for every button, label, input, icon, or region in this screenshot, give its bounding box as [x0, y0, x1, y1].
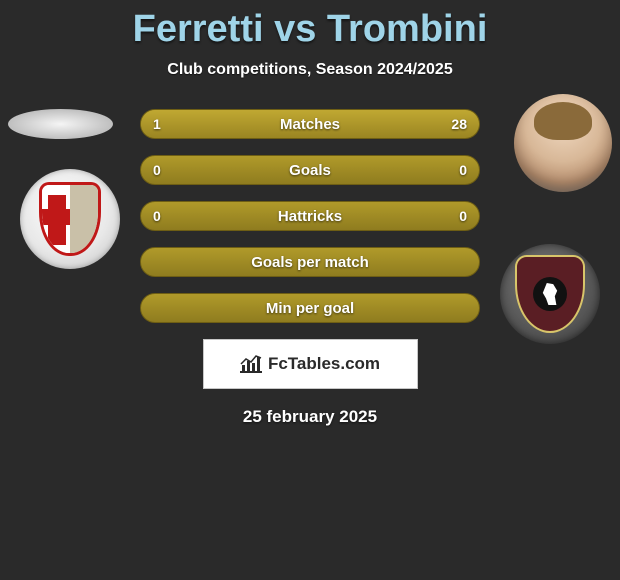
club-right-crest-horse: [533, 277, 567, 311]
stat-value-left: 0: [153, 156, 161, 184]
club-left-crest-cross: [48, 195, 66, 245]
stat-bar-label: Goals: [141, 156, 479, 184]
stat-bars: Matches128Goals00Hattricks00Goals per ma…: [140, 109, 480, 323]
stat-bar-label: Matches: [141, 110, 479, 138]
page-title: Ferretti vs Trombini: [0, 0, 620, 51]
date-text: 25 february 2025: [0, 407, 620, 427]
player-left-avatar: [8, 109, 113, 139]
stat-value-left: 0: [153, 202, 161, 230]
watermark-text: FcTables.com: [268, 354, 380, 374]
stat-bar-label: Min per goal: [141, 294, 479, 322]
club-left-crest-shield: [39, 182, 101, 256]
watermark: FcTables.com: [203, 339, 418, 389]
page-subtitle: Club competitions, Season 2024/2025: [0, 61, 620, 79]
stat-bar-label: Goals per match: [141, 248, 479, 276]
stat-bar: Matches1 28: [140, 109, 480, 139]
chart-icon: [240, 355, 262, 373]
club-left-crest: [20, 169, 120, 269]
stat-bar-label: Hattricks: [141, 202, 479, 230]
stat-bar: Hattricks0 0: [140, 201, 480, 231]
club-right-crest: [500, 244, 600, 344]
club-right-crest-shield: [515, 255, 585, 333]
stat-value-right: 0: [459, 156, 467, 184]
stat-value-right: 0: [459, 202, 467, 230]
stat-bar: Min per goal: [140, 293, 480, 323]
player-right-avatar: [514, 94, 612, 192]
stat-bar: Goals0 0: [140, 155, 480, 185]
stat-bar: Goals per match: [140, 247, 480, 277]
stat-value-left: 1: [153, 110, 161, 138]
comparison-panel: Matches128Goals00Hattricks00Goals per ma…: [0, 109, 620, 427]
stat-value-right: 28: [451, 110, 467, 138]
